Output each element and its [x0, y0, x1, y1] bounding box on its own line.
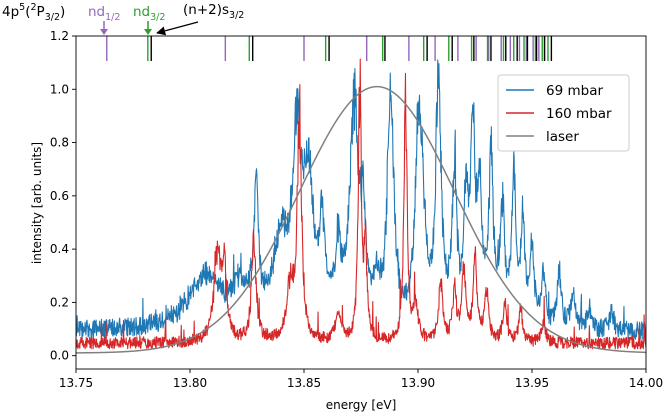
legend-box — [497, 74, 630, 152]
legend-label-69mbar: 69 mbar — [546, 83, 603, 99]
nd32-series-label: nd3/2 — [133, 4, 165, 23]
y-tick-label-1: 0.2 — [50, 295, 69, 309]
plot-area — [76, 58, 646, 354]
legend-label-laser: laser — [546, 129, 579, 145]
y-tick-label-4: 0.8 — [50, 136, 69, 150]
nd32-arrow-head — [144, 29, 152, 35]
y-tick-label-6: 1.2 — [50, 29, 69, 43]
series-line-160-mbar — [76, 58, 646, 350]
x-tick-label-5: 14.00 — [629, 376, 663, 390]
nd12-arrow-head — [100, 29, 108, 35]
y-tick-label-5: 1.0 — [50, 82, 69, 96]
y-axis: 0.0 0.2 0.4 0.6 0.8 1.0 1.2 — [50, 29, 76, 363]
series-line-laser — [76, 85, 646, 354]
transition-markers — [106, 36, 553, 61]
y-tick-label-2: 0.4 — [50, 242, 69, 256]
x-tick-label-4: 13.95 — [515, 376, 549, 390]
y-tick-label-3: 0.6 — [50, 189, 69, 203]
x-tick-label-0: 13.75 — [59, 376, 93, 390]
x-tick-label-2: 13.85 — [287, 376, 321, 390]
y-axis-label: intensity [arb. units] — [30, 142, 44, 264]
ionization-edge-label: 4p5(2P3/2) — [2, 2, 65, 23]
legend: 69 mbar 160 mbar laser — [497, 74, 630, 152]
y-tick-label-0: 0.0 — [50, 349, 69, 363]
x-axis: 13.75 13.80 13.85 13.90 13.95 14.00 — [59, 369, 663, 390]
x-tick-label-1: 13.80 — [173, 376, 207, 390]
legend-label-160mbar: 160 mbar — [546, 106, 612, 122]
x-tick-label-3: 13.90 — [401, 376, 435, 390]
axes-frame — [75, 35, 647, 370]
nd12-series-label: nd1/2 — [88, 4, 120, 23]
x-axis-label: energy [eV] — [326, 398, 397, 412]
ns32-series-label: (n+2)s3/2 — [183, 2, 244, 21]
ns32-arrow — [156, 21, 199, 36]
